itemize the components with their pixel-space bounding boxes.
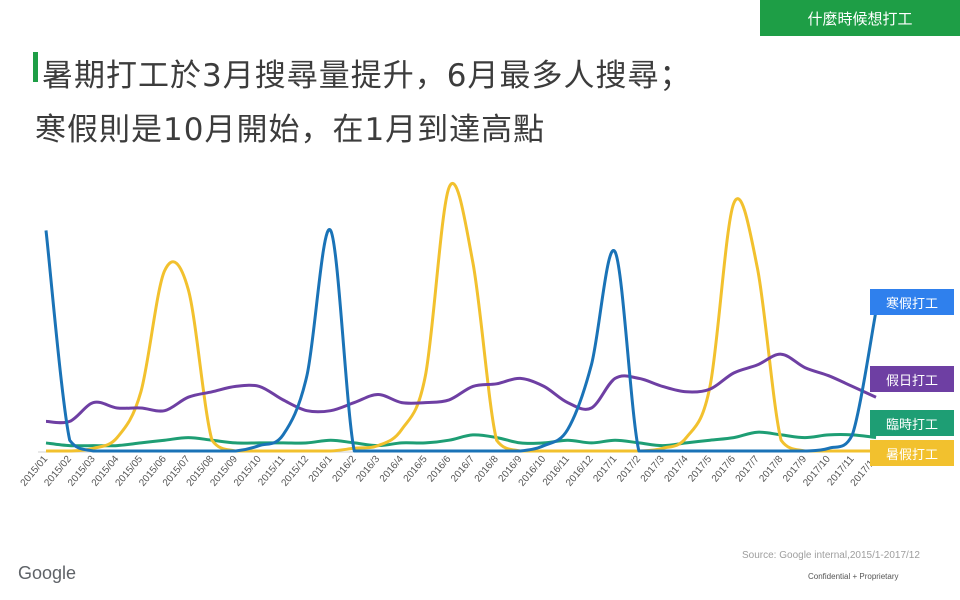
x-tick-label: 2017/7 bbox=[734, 454, 762, 485]
x-tick-label: 2017/5 bbox=[686, 454, 714, 485]
x-tick-label: 2017/4 bbox=[662, 454, 690, 485]
section-tag: 什麼時候想打工 bbox=[760, 0, 960, 36]
series-line-3 bbox=[45, 182, 876, 453]
x-tick-label: 2016/4 bbox=[378, 454, 406, 485]
x-tick-label: 2017/1 bbox=[591, 454, 619, 485]
google-logo: Google bbox=[18, 563, 77, 583]
x-tick-label: 2016/5 bbox=[402, 454, 430, 485]
x-tick-label: 2016/7 bbox=[449, 454, 477, 485]
title-accent-bar bbox=[33, 52, 38, 82]
x-tick-label: 2017/2 bbox=[615, 454, 643, 485]
confidential-note: Confidential + Proprietary bbox=[808, 572, 899, 581]
legend-temp-job: 臨時打工 bbox=[870, 410, 954, 436]
series-line-0 bbox=[44, 228, 878, 453]
line-chart: 2015/012015/022015/032015/042015/052015/… bbox=[19, 182, 881, 489]
x-tick-label: 2016/6 bbox=[425, 454, 453, 485]
page-title-line2: 寒假則是10月開始，在1月到達高點 bbox=[35, 112, 546, 148]
x-tick-label: 2017/3 bbox=[639, 454, 667, 485]
x-tick-label: 2016/1 bbox=[307, 454, 335, 485]
legend-summer-job: 暑假打工 bbox=[870, 440, 954, 466]
x-tick-label: 2016/3 bbox=[354, 454, 382, 485]
x-tick-label: 2016/8 bbox=[473, 454, 501, 485]
x-tick-label: 2017/8 bbox=[757, 454, 785, 485]
legend-winter-job: 寒假打工 bbox=[870, 289, 954, 315]
series-line-2 bbox=[45, 430, 877, 448]
series-line-1 bbox=[45, 352, 877, 425]
page-title-line1: 暑期打工於3月搜尋量提升，6月最多人搜尋； bbox=[42, 58, 692, 94]
x-tick-label: 2016/2 bbox=[330, 454, 358, 485]
legend-weekend-job: 假日打工 bbox=[870, 366, 954, 392]
source-note: Source: Google internal,2015/1-2017/12 bbox=[742, 550, 920, 561]
x-tick-label: 2017/6 bbox=[710, 454, 738, 485]
